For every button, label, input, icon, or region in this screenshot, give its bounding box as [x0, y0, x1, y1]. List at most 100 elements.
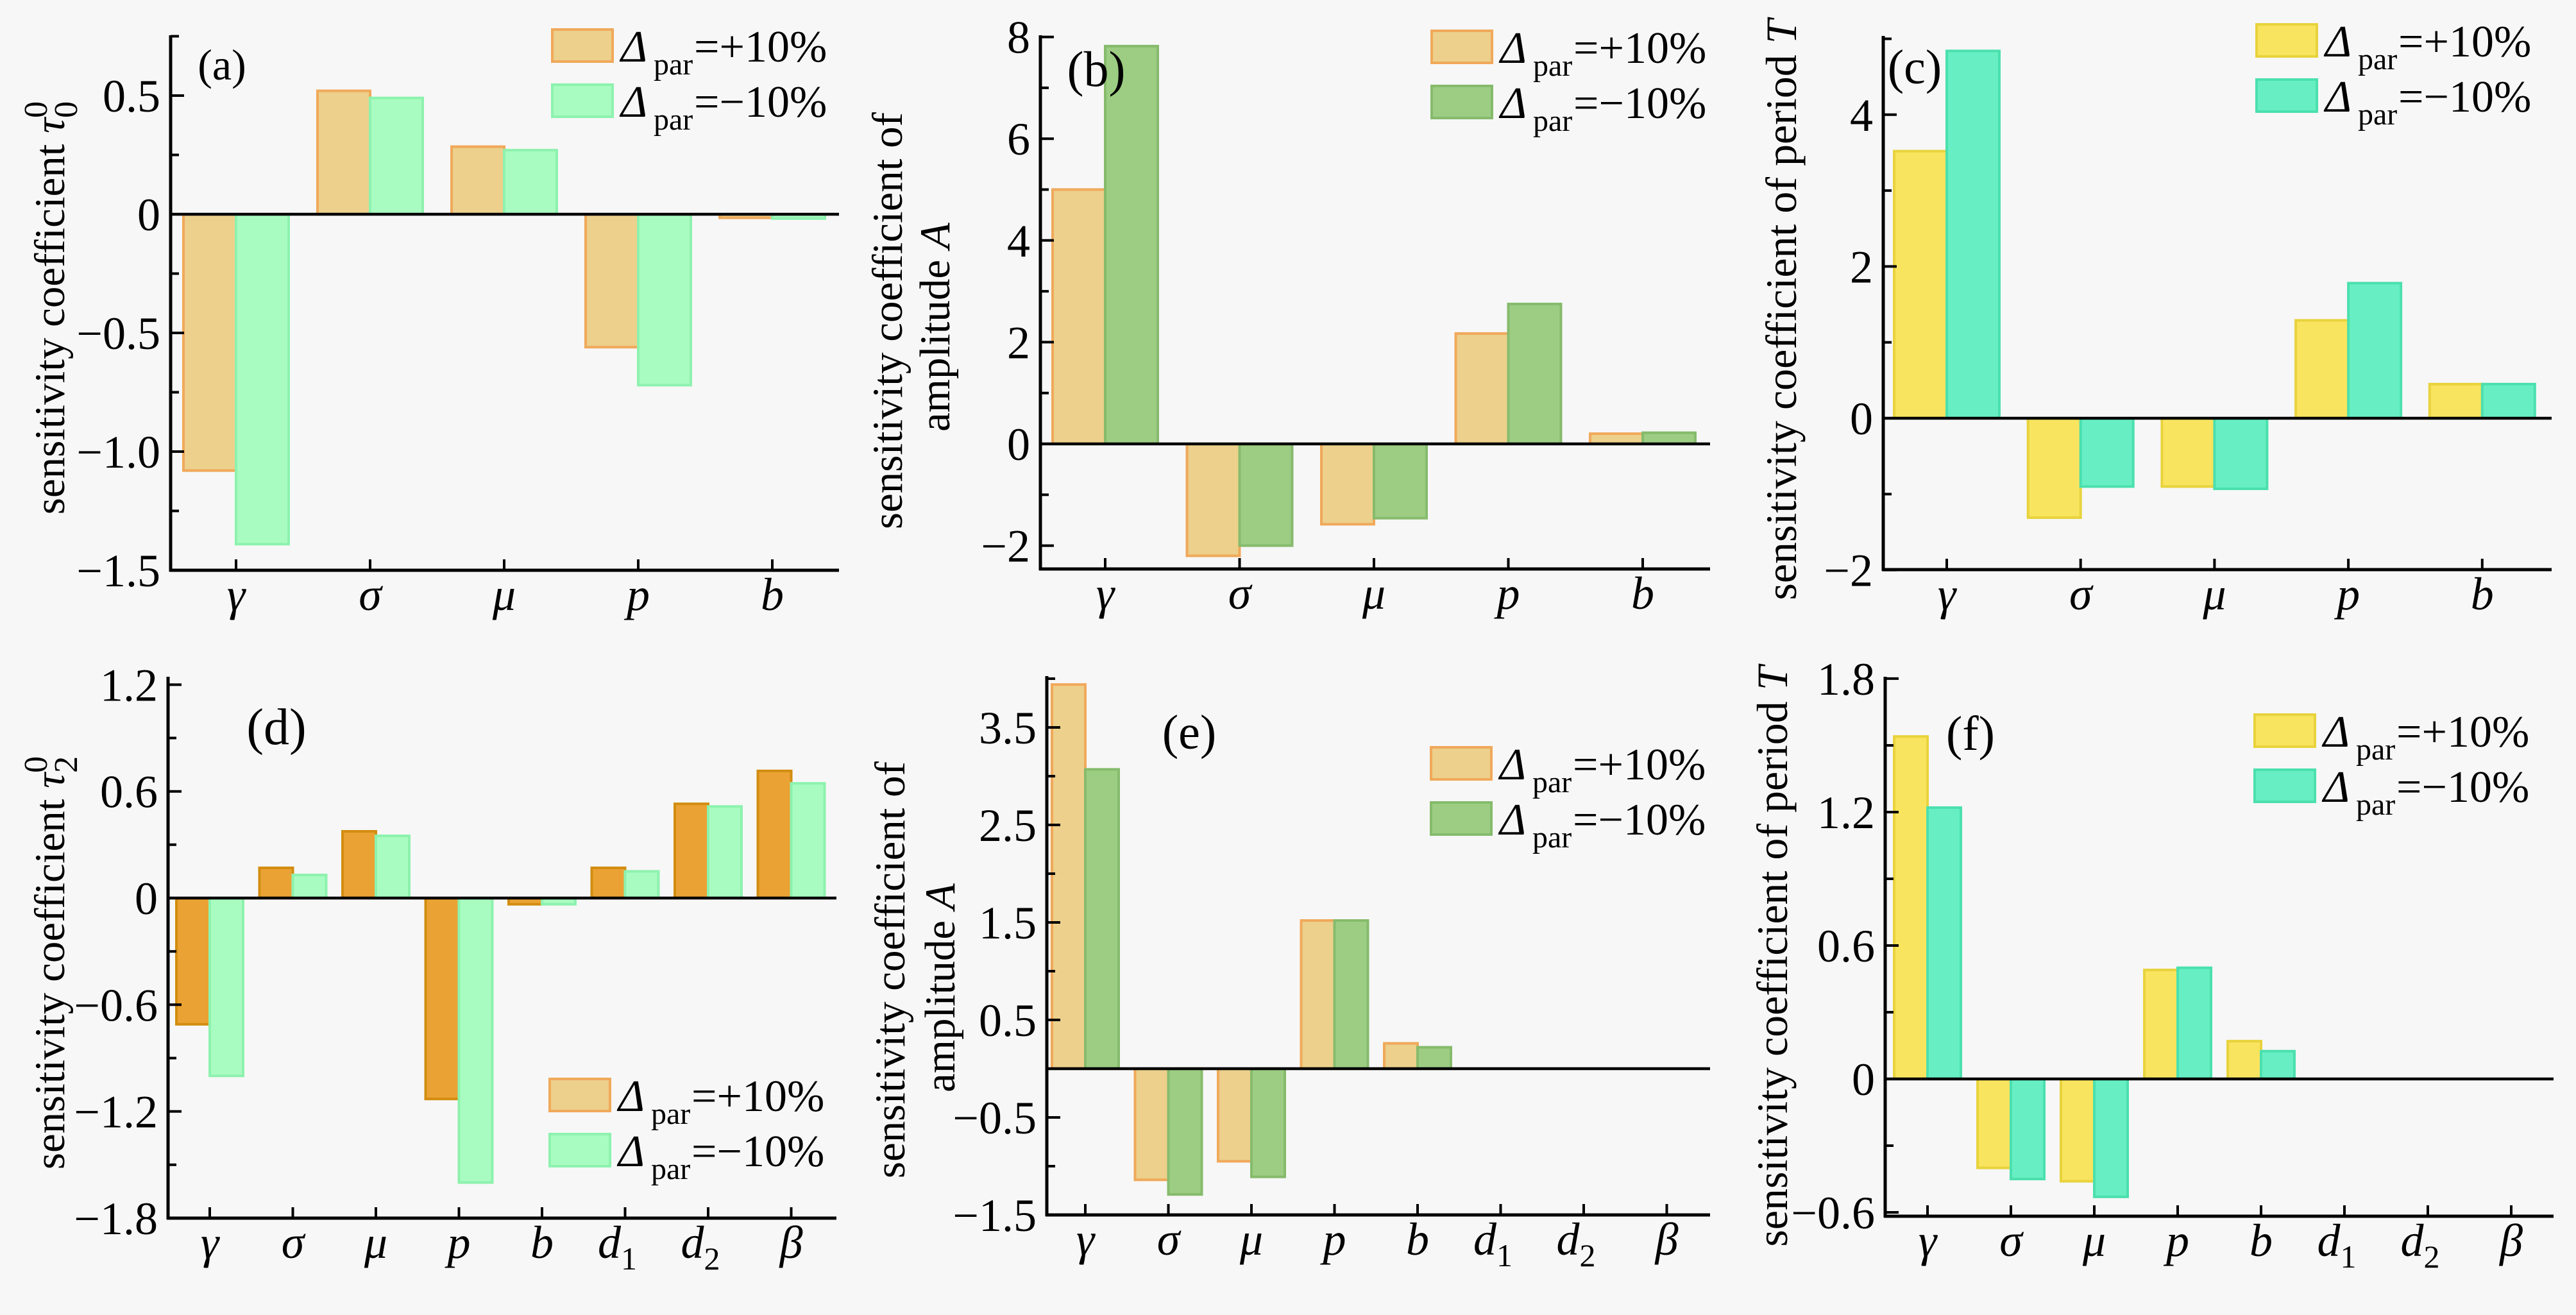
svg-text:d1: d1: [598, 1217, 637, 1277]
svg-text:1.2: 1.2: [1817, 787, 1875, 838]
svg-text:b: b: [2471, 568, 2494, 620]
svg-text:sensitivity coefficient of: sensitivity coefficient of: [864, 112, 911, 529]
svg-text:(e): (e): [1162, 706, 1216, 759]
svg-text:amplitude A: amplitude A: [911, 222, 959, 432]
svg-text:=−10%: =−10%: [2396, 763, 2529, 812]
svg-text:γ: γ: [1076, 1214, 1096, 1265]
svg-text:d1: d1: [2318, 1215, 2357, 1275]
svg-text:1.5: 1.5: [979, 897, 1037, 949]
svg-text:−0.6: −0.6: [1791, 1187, 1875, 1239]
svg-text:μ: μ: [1362, 568, 1385, 619]
svg-text:μ: μ: [364, 1217, 387, 1268]
svg-text:sensitivity coefficient of per: sensitivity coefficient of period T: [1757, 17, 1806, 600]
svg-text:μ: μ: [492, 569, 516, 620]
svg-text:1.2: 1.2: [100, 659, 158, 711]
svg-text:σ: σ: [2069, 568, 2094, 620]
svg-text:d1: d1: [1473, 1214, 1513, 1273]
svg-text:γ: γ: [201, 1217, 220, 1268]
svg-text:=+10%: =+10%: [2396, 708, 2529, 757]
svg-text:par: par: [1532, 765, 1572, 799]
svg-text:0: 0: [137, 189, 160, 241]
svg-text:β: β: [779, 1217, 803, 1268]
svg-text:β: β: [2498, 1215, 2523, 1266]
svg-text:p: p: [623, 569, 650, 620]
svg-text:4: 4: [1007, 216, 1030, 267]
svg-text:μ: μ: [2082, 1215, 2106, 1266]
svg-text:Δ: Δ: [1498, 795, 1526, 845]
svg-text:Δ: Δ: [619, 78, 647, 127]
svg-text:sensitivity coefficient of: sensitivity coefficient of: [867, 761, 914, 1178]
svg-text:0.6: 0.6: [100, 767, 158, 818]
svg-text:p: p: [2163, 1215, 2189, 1266]
svg-text:γ: γ: [1919, 1215, 1938, 1266]
svg-text:0.5: 0.5: [979, 995, 1037, 1046]
svg-text:2.5: 2.5: [979, 800, 1037, 851]
svg-text:par: par: [2358, 42, 2397, 76]
svg-text:p: p: [1494, 568, 1520, 619]
svg-text:=+10%: =+10%: [1573, 24, 1706, 73]
svg-text:par: par: [2358, 98, 2397, 132]
svg-text:(d): (d): [246, 699, 306, 756]
svg-text:3.5: 3.5: [979, 702, 1037, 754]
svg-text:b: b: [530, 1217, 554, 1268]
svg-text:par: par: [1533, 104, 1572, 138]
svg-text:Δ: Δ: [2321, 708, 2350, 757]
svg-text:p: p: [445, 1217, 471, 1268]
svg-text:Δ: Δ: [616, 1072, 645, 1121]
svg-text:par: par: [2356, 733, 2395, 767]
svg-text:p: p: [2334, 568, 2360, 620]
svg-text:0.5: 0.5: [103, 71, 160, 122]
svg-text:b: b: [761, 569, 784, 620]
svg-text:−0.6: −0.6: [74, 980, 158, 1031]
svg-text:β: β: [1654, 1214, 1679, 1265]
svg-text:−0.5: −0.5: [953, 1092, 1037, 1144]
svg-text:−1.0: −1.0: [76, 427, 160, 478]
svg-text:sensitivity coefficient of per: sensitivity coefficient of period T: [1748, 663, 1797, 1246]
svg-text:μ: μ: [2202, 568, 2226, 620]
svg-text:0: 0: [1852, 1054, 1875, 1105]
svg-text:b: b: [1406, 1214, 1429, 1265]
svg-text:(a): (a): [198, 40, 246, 89]
svg-text:Δ: Δ: [616, 1127, 645, 1176]
svg-text:=+10%: =+10%: [694, 22, 827, 72]
svg-text:=−10%: =−10%: [1573, 795, 1706, 845]
svg-text:4: 4: [1850, 90, 1873, 141]
svg-text:−1.8: −1.8: [74, 1193, 158, 1244]
svg-text:−2: −2: [1824, 545, 1873, 597]
svg-text:amplitude A: amplitude A: [917, 883, 964, 1092]
svg-text:−1.5: −1.5: [76, 545, 160, 597]
svg-text:par: par: [654, 103, 693, 137]
svg-text:par: par: [651, 1097, 690, 1131]
svg-text:p: p: [1320, 1214, 1346, 1265]
svg-text:par: par: [1533, 49, 1572, 83]
svg-text:=−10%: =−10%: [2398, 72, 2531, 122]
svg-text:d2: d2: [681, 1217, 720, 1277]
svg-text:−1.5: −1.5: [953, 1190, 1037, 1241]
svg-text:b: b: [2250, 1215, 2273, 1266]
svg-text:2: 2: [1850, 241, 1873, 293]
svg-text:sensitivity coefficient τ02: sensitivity coefficient τ02: [18, 756, 85, 1169]
svg-text:Δ: Δ: [1498, 740, 1526, 790]
svg-text:=+10%: =+10%: [2398, 17, 2531, 67]
svg-text:γ: γ: [1938, 568, 1957, 620]
svg-text:0.6: 0.6: [1817, 920, 1875, 972]
svg-text:Δ: Δ: [2323, 72, 2351, 122]
svg-text:σ: σ: [359, 569, 383, 620]
svg-text:0: 0: [1007, 419, 1030, 470]
svg-text:γ: γ: [227, 569, 246, 620]
svg-text:1.8: 1.8: [1817, 654, 1875, 705]
svg-text:0: 0: [1850, 393, 1873, 445]
svg-text:par: par: [651, 1152, 690, 1186]
svg-text:6: 6: [1007, 114, 1030, 165]
svg-text:=−10%: =−10%: [694, 78, 827, 127]
svg-text:=−10%: =−10%: [1573, 79, 1706, 128]
svg-text:σ: σ: [1228, 568, 1253, 619]
svg-text:=−10%: =−10%: [691, 1127, 824, 1176]
svg-text:8: 8: [1007, 12, 1030, 64]
svg-text:−0.5: −0.5: [76, 308, 160, 359]
svg-text:par: par: [1532, 820, 1572, 854]
svg-text:sensitivity coefficient τ00: sensitivity coefficient τ00: [18, 101, 85, 514]
svg-text:par: par: [654, 47, 693, 81]
svg-text:Δ: Δ: [1498, 79, 1527, 128]
svg-text:(f): (f): [1946, 707, 1995, 761]
